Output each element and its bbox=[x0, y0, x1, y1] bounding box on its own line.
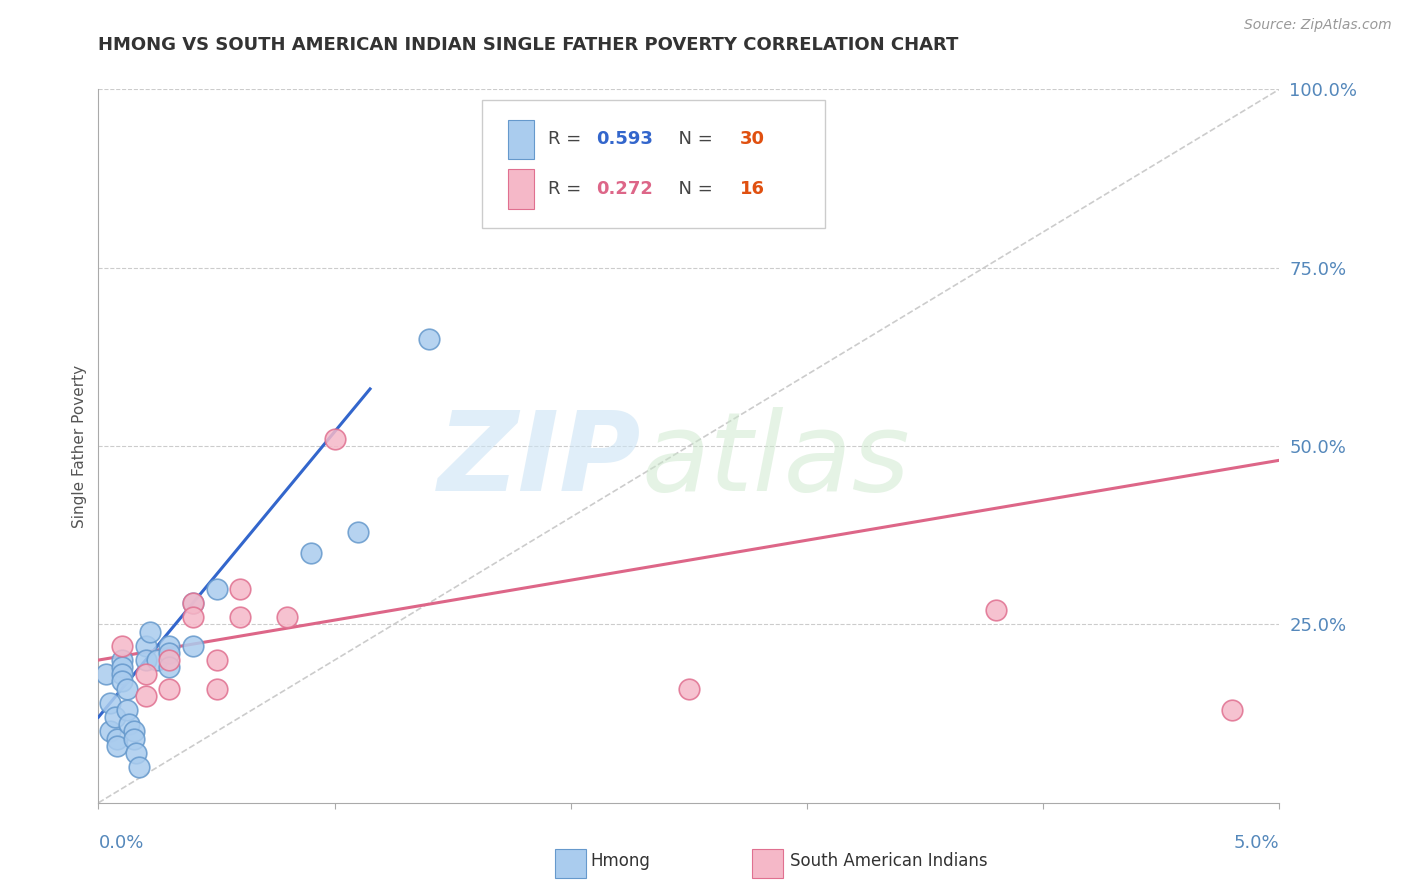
Point bbox=[181, 610, 204, 624]
Text: Hmong: Hmong bbox=[591, 852, 651, 870]
Text: ▪: ▪ bbox=[567, 847, 586, 875]
Text: South American Indians: South American Indians bbox=[790, 852, 988, 870]
Point bbox=[122, 731, 145, 746]
Point bbox=[111, 674, 134, 689]
Point bbox=[181, 596, 204, 610]
Point bbox=[276, 610, 298, 624]
Text: R =: R = bbox=[548, 180, 588, 198]
Point bbox=[984, 603, 1007, 617]
Point bbox=[181, 596, 204, 610]
Point bbox=[205, 582, 228, 596]
Point bbox=[98, 696, 121, 710]
Point bbox=[1220, 703, 1243, 717]
Point bbox=[678, 681, 700, 696]
Y-axis label: Single Father Poverty: Single Father Poverty bbox=[72, 365, 87, 527]
Text: 0.0%: 0.0% bbox=[98, 834, 143, 852]
Point bbox=[135, 653, 157, 667]
Point bbox=[111, 667, 134, 681]
Point bbox=[122, 724, 145, 739]
Point bbox=[104, 710, 127, 724]
Text: ZIP: ZIP bbox=[439, 407, 641, 514]
Point bbox=[157, 681, 180, 696]
Point bbox=[157, 646, 180, 660]
Point bbox=[157, 660, 180, 674]
Point bbox=[181, 639, 204, 653]
Point bbox=[205, 681, 228, 696]
Point bbox=[135, 639, 157, 653]
Point bbox=[157, 639, 180, 653]
FancyBboxPatch shape bbox=[508, 120, 534, 159]
Point bbox=[98, 724, 121, 739]
Point bbox=[128, 760, 150, 774]
Text: HMONG VS SOUTH AMERICAN INDIAN SINGLE FATHER POVERTY CORRELATION CHART: HMONG VS SOUTH AMERICAN INDIAN SINGLE FA… bbox=[98, 36, 959, 54]
Point bbox=[418, 332, 440, 346]
Text: 16: 16 bbox=[740, 180, 765, 198]
FancyBboxPatch shape bbox=[508, 169, 534, 209]
Point bbox=[299, 546, 322, 560]
Text: 0.593: 0.593 bbox=[596, 130, 652, 148]
Point bbox=[135, 689, 157, 703]
Text: N =: N = bbox=[666, 130, 718, 148]
Text: R =: R = bbox=[548, 130, 588, 148]
Text: Source: ZipAtlas.com: Source: ZipAtlas.com bbox=[1244, 18, 1392, 32]
Text: 30: 30 bbox=[740, 130, 765, 148]
Point bbox=[105, 731, 128, 746]
Point bbox=[157, 653, 180, 667]
Point bbox=[111, 660, 134, 674]
Point bbox=[125, 746, 148, 760]
Text: 0.272: 0.272 bbox=[596, 180, 652, 198]
Text: 5.0%: 5.0% bbox=[1234, 834, 1279, 852]
Point bbox=[139, 624, 162, 639]
Point bbox=[135, 667, 157, 681]
Text: atlas: atlas bbox=[641, 407, 910, 514]
Point bbox=[94, 667, 117, 681]
Point bbox=[115, 681, 138, 696]
Point bbox=[229, 582, 252, 596]
Point bbox=[105, 739, 128, 753]
Text: N =: N = bbox=[666, 180, 718, 198]
Point bbox=[115, 703, 138, 717]
Point bbox=[229, 610, 252, 624]
Point bbox=[118, 717, 141, 731]
Point bbox=[323, 432, 346, 446]
Point bbox=[111, 653, 134, 667]
Point bbox=[111, 639, 134, 653]
Point bbox=[205, 653, 228, 667]
Point bbox=[347, 524, 370, 539]
FancyBboxPatch shape bbox=[482, 100, 825, 228]
Point bbox=[146, 653, 169, 667]
